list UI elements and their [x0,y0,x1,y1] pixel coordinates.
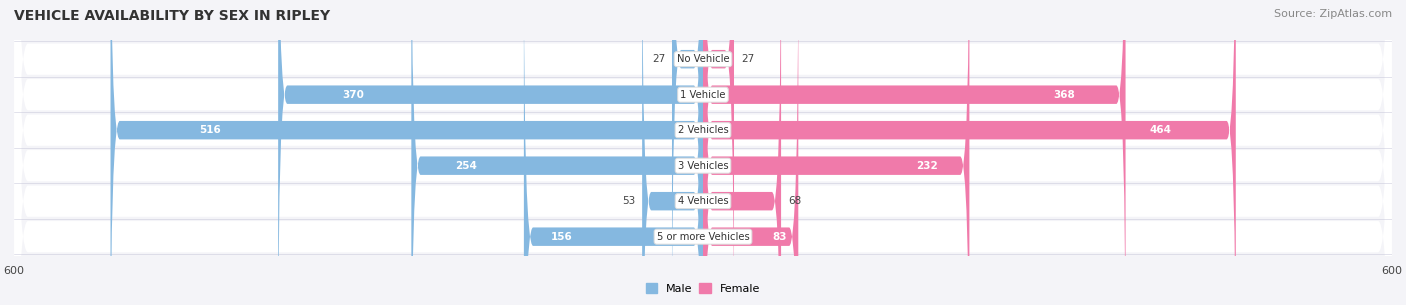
FancyBboxPatch shape [703,0,782,305]
Text: 5 or more Vehicles: 5 or more Vehicles [657,232,749,242]
Text: VEHICLE AVAILABILITY BY SEX IN RIPLEY: VEHICLE AVAILABILITY BY SEX IN RIPLEY [14,9,330,23]
FancyBboxPatch shape [643,0,703,305]
FancyBboxPatch shape [703,0,734,305]
FancyBboxPatch shape [412,0,703,305]
FancyBboxPatch shape [111,0,703,305]
Text: 368: 368 [1053,90,1074,100]
Text: 156: 156 [551,232,572,242]
FancyBboxPatch shape [524,0,703,305]
Legend: Male, Female: Male, Female [641,279,765,298]
FancyBboxPatch shape [14,0,1392,305]
FancyBboxPatch shape [703,0,1126,305]
FancyBboxPatch shape [703,0,799,305]
Text: 1 Vehicle: 1 Vehicle [681,90,725,100]
Text: 516: 516 [200,125,221,135]
Text: 232: 232 [915,161,938,171]
Text: Source: ZipAtlas.com: Source: ZipAtlas.com [1274,9,1392,19]
FancyBboxPatch shape [14,0,1392,305]
FancyBboxPatch shape [14,0,1392,305]
Text: 464: 464 [1150,125,1171,135]
Text: 53: 53 [621,196,636,206]
FancyBboxPatch shape [14,0,1392,305]
Text: 68: 68 [787,196,801,206]
Text: 4 Vehicles: 4 Vehicles [678,196,728,206]
FancyBboxPatch shape [14,0,1392,305]
FancyBboxPatch shape [703,0,969,305]
Text: 27: 27 [741,54,754,64]
FancyBboxPatch shape [672,0,703,305]
FancyBboxPatch shape [278,0,703,305]
Text: 2 Vehicles: 2 Vehicles [678,125,728,135]
Text: 3 Vehicles: 3 Vehicles [678,161,728,171]
Text: 254: 254 [456,161,477,171]
Text: 370: 370 [342,90,364,100]
FancyBboxPatch shape [703,0,1236,305]
Text: 27: 27 [652,54,665,64]
Text: No Vehicle: No Vehicle [676,54,730,64]
Text: 83: 83 [772,232,787,242]
FancyBboxPatch shape [14,0,1392,305]
